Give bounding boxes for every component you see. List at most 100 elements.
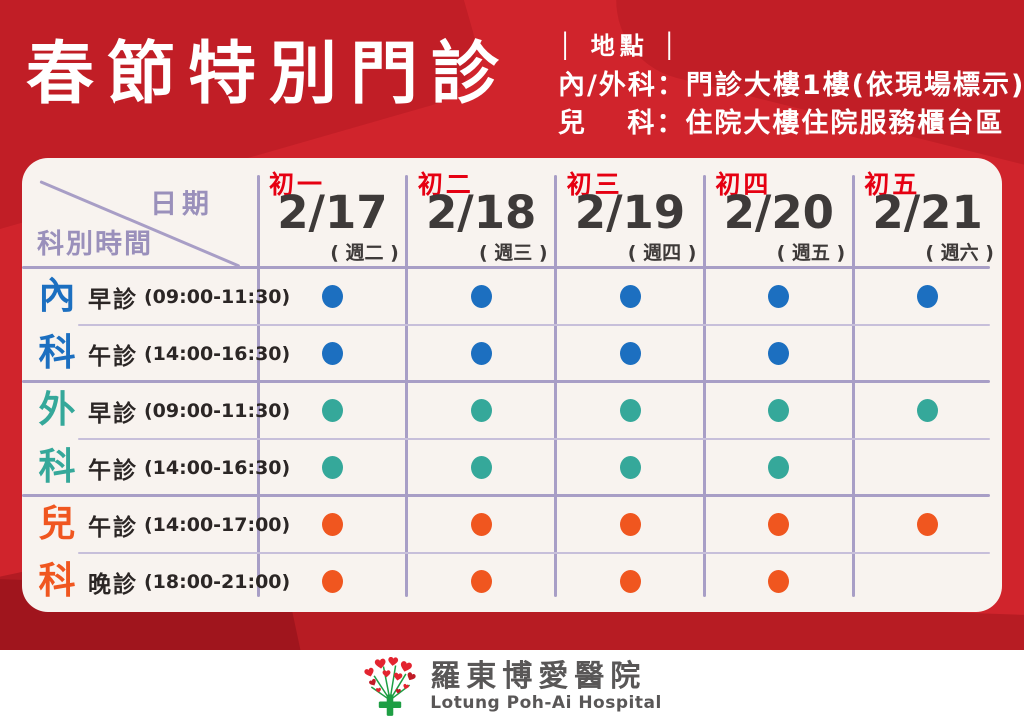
availability-dot [917, 399, 939, 422]
session-separator-line [78, 438, 990, 440]
date-header-cell: 初二 2/18 ( 週三 ) [407, 158, 556, 268]
availability-dot [917, 513, 939, 536]
weekday-label: ( 週二 ) [330, 242, 399, 264]
heart-tree-logo-icon [363, 657, 417, 716]
session-time-range: (14:00-17:00) [144, 513, 291, 536]
availability-dot [470, 285, 492, 308]
column-separator-line [554, 175, 558, 597]
availability-dot [768, 570, 790, 593]
date-label: 2/19 [574, 186, 686, 239]
weekday-label: ( 週三 ) [478, 242, 548, 264]
availability-dot [619, 456, 641, 479]
availability-dot [917, 285, 939, 308]
availability-dot [470, 456, 492, 479]
holiday-label: 初二 [417, 170, 474, 199]
availability-dot [768, 456, 790, 479]
date-header-cell: 初五 2/21 ( 週六 ) [853, 158, 1002, 268]
session-name: 早診 [88, 286, 138, 313]
date-label: 2/20 [723, 186, 834, 239]
availability-dot [619, 285, 641, 308]
session-name: 晚診 [88, 571, 138, 598]
hospital-name-zh: 羅東博愛醫院 [430, 659, 647, 695]
corner-dept-time-label: 科別時間 [37, 229, 153, 260]
session-label: 午診 (14:00-16:30) [88, 325, 290, 382]
session-label: 午診 (14:00-17:00) [88, 496, 290, 553]
location-heading: │ 地點 │ [558, 32, 682, 60]
group-separator-line [22, 380, 990, 383]
column-separator-line [256, 175, 260, 597]
date-header-cell: 初三 2/19 ( 週四 ) [556, 158, 705, 268]
session-separator-line [78, 324, 990, 326]
availability-dot [321, 285, 343, 308]
department-char: 兒 [38, 502, 76, 545]
date-label: 2/18 [426, 186, 537, 239]
department-char: 內 [38, 274, 76, 317]
availability-dot [321, 342, 343, 365]
department-char: 科 [38, 559, 76, 602]
session-label: 早診 (09:00-11:30) [88, 268, 290, 325]
date-label: 2/17 [277, 186, 388, 239]
availability-dot [619, 342, 641, 365]
availability-dot [470, 342, 492, 365]
availability-dot [470, 513, 492, 536]
session-name: 午診 [88, 343, 138, 370]
session-name: 午診 [88, 514, 138, 541]
weekday-label: ( 週六 ) [925, 242, 994, 264]
availability-dot [619, 570, 641, 593]
column-separator-line [405, 175, 409, 597]
session-time-range: (09:00-11:30) [144, 285, 291, 308]
hospital-name: 羅東博愛醫院 Lotung Poh-Ai Hospital [430, 661, 662, 713]
column-separator-line [702, 175, 706, 597]
corner-date-label: 日期 [150, 189, 214, 220]
department-char: 科 [38, 331, 76, 374]
availability-dot [619, 399, 641, 422]
location-line-pediatrics: 兒 科：住院大樓住院服務櫃台區 [558, 108, 1005, 140]
session-time-range: (14:00-16:30) [144, 456, 291, 479]
schedule-card: 日期 科別時間 初一 2/17 ( 週二 ) 初二 2/18 ( 週三 ) 初三 2/19 ( … [22, 158, 1002, 612]
availability-dot [470, 399, 492, 422]
holiday-label: 初四 [715, 170, 772, 199]
date-header-cell: 初四 2/20 ( 週五 ) [704, 158, 853, 268]
location-line-internal-surgery: 內/外科：門診大樓1樓(依現場標示) [558, 70, 1024, 101]
weekday-label: ( 週四 ) [627, 242, 697, 264]
availability-dot [321, 456, 343, 479]
holiday-label: 初一 [269, 170, 326, 199]
session-label: 晚診 (18:00-21:00) [88, 553, 290, 610]
hospital-name-en: Lotung Poh-Ai Hospital [430, 692, 662, 713]
department-label-surgery: 外科 [34, 391, 80, 485]
availability-dot [321, 399, 343, 422]
holiday-label: 初五 [864, 170, 921, 199]
session-name: 午診 [88, 457, 138, 484]
availability-dot [321, 570, 343, 593]
department-char: 外 [38, 388, 76, 431]
location-block: │ 地點 │ 內/外科：門診大樓1樓(依現場標示) 兒 科：住院大樓住院服務櫃台… [558, 26, 1024, 144]
footer-band: 羅東博愛醫院 Lotung Poh-Ai Hospital [0, 650, 1024, 724]
availability-dot [768, 513, 790, 536]
session-separator-line [78, 552, 990, 554]
holiday-label: 初三 [566, 170, 623, 199]
availability-dot [619, 513, 641, 536]
date-header-cell: 初一 2/17 ( 週二 ) [258, 158, 407, 268]
date-label: 2/21 [872, 186, 983, 239]
availability-dot [321, 513, 343, 536]
weekday-label: ( 週五 ) [776, 242, 846, 264]
hospital-logo: 羅東博愛醫院 Lotung Poh-Ai Hospital [362, 657, 662, 717]
header-bottom-border [22, 266, 990, 269]
group-separator-line [22, 494, 990, 497]
column-separator-line [851, 175, 855, 597]
session-time-range: (18:00-21:00) [144, 570, 291, 593]
department-char: 科 [38, 445, 76, 488]
session-time-range: (09:00-11:30) [144, 399, 291, 422]
session-label: 早診 (09:00-11:30) [88, 382, 290, 439]
availability-dot [768, 342, 790, 365]
availability-dot [768, 399, 790, 422]
poster-title: 春節特別門診 [26, 35, 513, 114]
department-label-internal: 內科 [34, 277, 80, 371]
session-time-range: (14:00-16:30) [144, 342, 291, 365]
session-name: 早診 [88, 400, 138, 427]
session-label: 午診 (14:00-16:30) [88, 439, 290, 496]
availability-dot [470, 570, 492, 593]
department-label-pediatrics: 兒科 [34, 505, 80, 599]
availability-dot [768, 285, 790, 308]
